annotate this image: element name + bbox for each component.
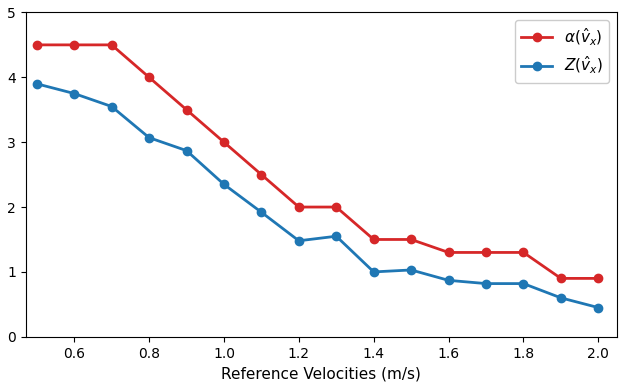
$Z(\hat{v}_x)$ <box>258 210 265 215</box>
$\alpha(\hat{v}_x)$ <box>520 250 527 255</box>
$Z(\hat{v}_x)$ <box>407 268 415 272</box>
$\alpha(\hat{v}_x)$ <box>295 205 303 210</box>
$\alpha(\hat{v}_x)$ <box>333 205 340 210</box>
Line: $Z(\hat{v}_x)$: $Z(\hat{v}_x)$ <box>32 80 603 312</box>
$Z(\hat{v}_x)$ <box>333 234 340 239</box>
$Z(\hat{v}_x)$ <box>482 281 490 286</box>
$\alpha(\hat{v}_x)$ <box>370 237 378 242</box>
$Z(\hat{v}_x)$ <box>595 305 602 310</box>
$\alpha(\hat{v}_x)$ <box>407 237 415 242</box>
$\alpha(\hat{v}_x)$ <box>71 43 78 47</box>
$\alpha(\hat{v}_x)$ <box>183 107 190 112</box>
$\alpha(\hat{v}_x)$ <box>482 250 490 255</box>
$Z(\hat{v}_x)$ <box>520 281 527 286</box>
$Z(\hat{v}_x)$ <box>71 91 78 96</box>
$Z(\hat{v}_x)$ <box>183 148 190 153</box>
X-axis label: Reference Velocities (m/s): Reference Velocities (m/s) <box>222 366 421 381</box>
$\alpha(\hat{v}_x)$ <box>445 250 452 255</box>
$\alpha(\hat{v}_x)$ <box>220 140 228 144</box>
$\alpha(\hat{v}_x)$ <box>145 75 153 80</box>
$Z(\hat{v}_x)$ <box>33 81 41 86</box>
Legend: $\alpha(\hat{v}_x)$, $Z(\hat{v}_x)$: $\alpha(\hat{v}_x)$, $Z(\hat{v}_x)$ <box>515 20 610 83</box>
$\alpha(\hat{v}_x)$ <box>557 276 565 281</box>
$Z(\hat{v}_x)$ <box>445 278 452 283</box>
$\alpha(\hat{v}_x)$ <box>33 43 41 47</box>
$Z(\hat{v}_x)$ <box>220 182 228 187</box>
$Z(\hat{v}_x)$ <box>295 239 303 243</box>
$\alpha(\hat{v}_x)$ <box>108 43 115 47</box>
Line: $\alpha(\hat{v}_x)$: $\alpha(\hat{v}_x)$ <box>32 41 603 282</box>
$Z(\hat{v}_x)$ <box>145 135 153 140</box>
$Z(\hat{v}_x)$ <box>370 270 378 274</box>
$\alpha(\hat{v}_x)$ <box>258 172 265 177</box>
$Z(\hat{v}_x)$ <box>557 296 565 300</box>
$\alpha(\hat{v}_x)$ <box>595 276 602 281</box>
$Z(\hat{v}_x)$ <box>108 104 115 109</box>
